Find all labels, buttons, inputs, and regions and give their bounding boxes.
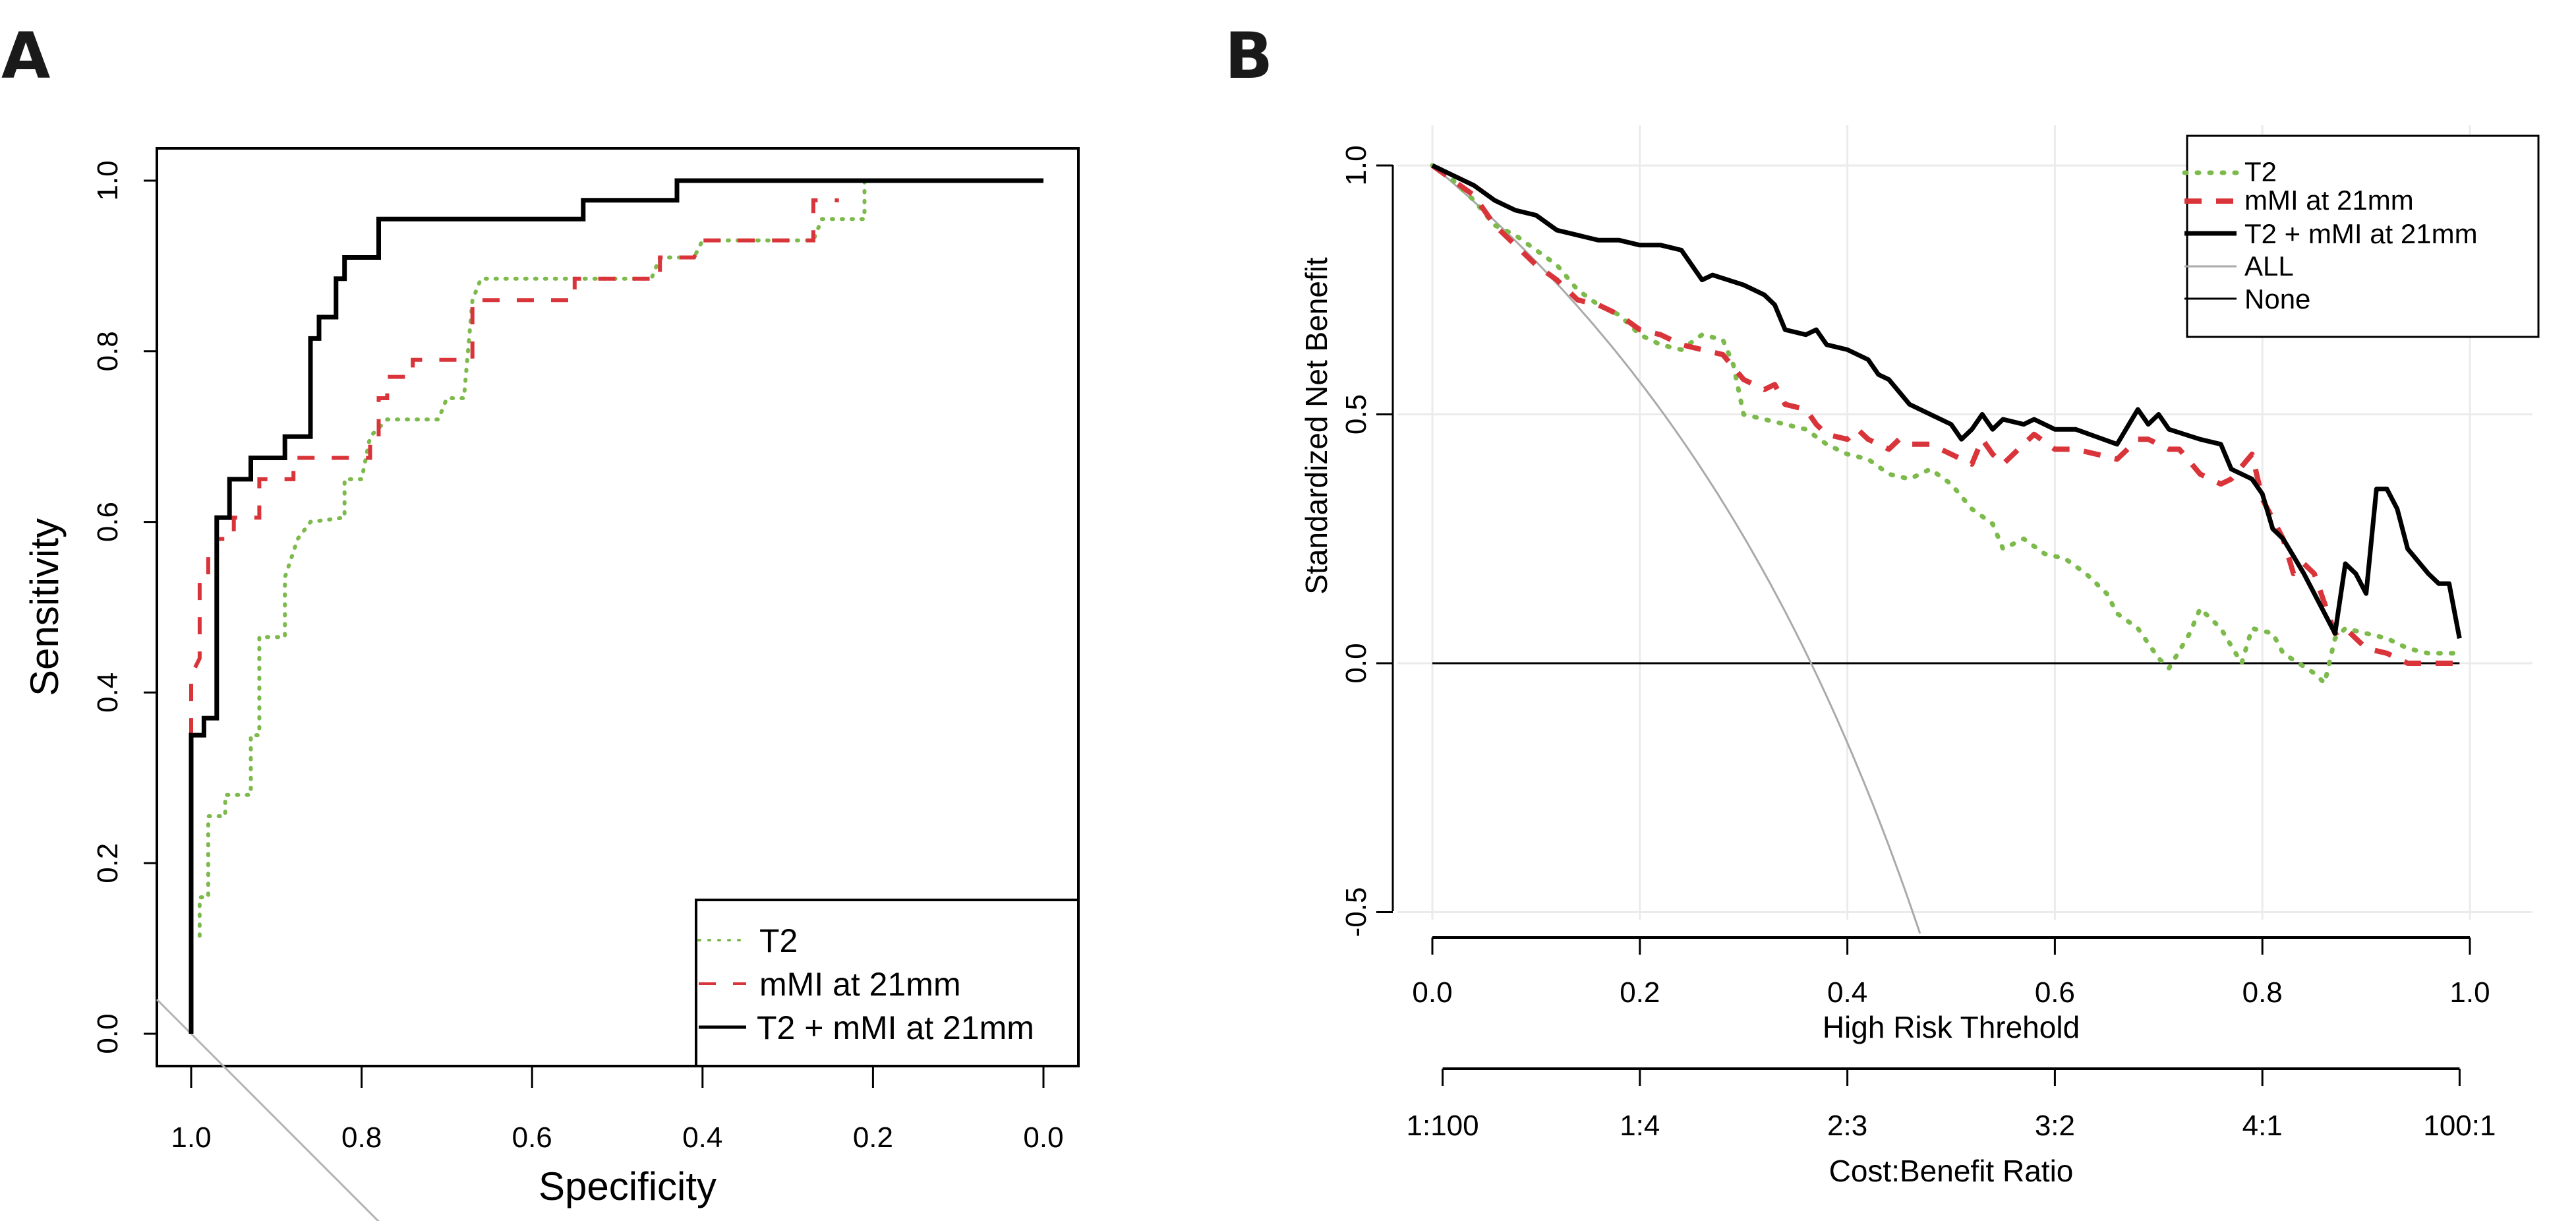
dca-x-tick-label: 0.6 — [2035, 976, 2075, 1009]
dca-cost-benefit-axis-title: Cost:Benefit Ratio — [1829, 1154, 2074, 1188]
dca-y-axis: -0.5 0.0 0.5 1.0 — [1340, 145, 1393, 937]
dca-x-tick-label: 0.4 — [1827, 976, 1867, 1009]
roc-x-axis: 1.0 0.8 0.6 0.4 0.2 0.0 — [171, 1066, 1064, 1154]
dca-cost-benefit-tick-label: 4:1 — [2242, 1110, 2283, 1142]
dca-legend-label-all: ALL — [2244, 251, 2294, 282]
roc-y-tick-label: 0.0 — [92, 1013, 124, 1054]
roc-x-tick-label: 1.0 — [171, 1121, 211, 1154]
dca-curve-combined — [1431, 163, 2462, 639]
dca-y-axis-title: Standardized Net Benefit — [1299, 257, 1333, 595]
dca-curve-t2 — [1430, 163, 2462, 686]
dca-curve-mmi — [1430, 163, 2460, 666]
dca-x-axis-title: High Risk Threhold — [1823, 1010, 2080, 1044]
roc-y-axis-title: Sensitivity — [22, 518, 67, 696]
dca-x-tick-label: 0.0 — [1412, 976, 1452, 1009]
roc-legend-label-combined: T2 + mMI at 21mm — [757, 1009, 1034, 1046]
roc-curve-mmi — [189, 198, 839, 736]
dca-legend-label-t2: T2 — [2244, 156, 2277, 187]
dca-y-tick-label: 0.5 — [1340, 394, 1372, 434]
dca-y-tick-label: -0.5 — [1340, 887, 1372, 938]
panel-letter-b: B — [1225, 19, 1273, 93]
roc-plot-frame — [156, 147, 1080, 1067]
dca-legend-box — [2186, 134, 2540, 338]
dca-cost-benefit-tick-label: 1:4 — [1620, 1110, 1660, 1142]
roc-legend-box — [695, 899, 1080, 1067]
roc-y-tick-label: 0.6 — [92, 502, 124, 542]
dca-legend-label-mmi: mMI at 21mm — [2244, 185, 2414, 216]
dca-panel: -0.50.00.51.0 0.0 0.2 0.4 0.6 0.8 1.0 1:100 1:… — [1299, 125, 2540, 1188]
dca-legend-label-combined: T2 + mMI at 21mm — [2244, 218, 2478, 249]
dca-x-tick-label: 0.2 — [1620, 976, 1660, 1009]
dca-cost-benefit-tick-label: 100:1 — [2423, 1110, 2496, 1142]
dca-cost-benefit-tick-label: 3:2 — [2035, 1110, 2075, 1142]
roc-y-tick-label: 0.4 — [92, 672, 124, 713]
roc-curve-t2 — [197, 179, 867, 938]
roc-x-tick-label: 0.2 — [853, 1121, 893, 1154]
roc-x-tick-label: 0.0 — [1023, 1121, 1063, 1154]
dca-cost-benefit-axis: 1:100 1:4 2:3 3:2 4:1 100:1 — [1407, 1067, 2496, 1142]
dca-x-tick-label: 1.0 — [2449, 976, 2490, 1009]
roc-legend-label-mmi: mMI at 21mm — [759, 966, 961, 1003]
roc-y-tick-label: 0.8 — [92, 331, 124, 371]
roc-legend-label-t2: T2 — [759, 922, 798, 959]
roc-x-tick-label: 0.6 — [512, 1121, 552, 1154]
dca-legend: T2 mMI at 21mm T2 + mMI at 21mm ALL None — [2182, 134, 2540, 338]
roc-legend: T2 mMI at 21mm T2 + mMI at 21mm — [695, 899, 1080, 1067]
roc-panel: 0.0 0.2 0.4 0.6 0.8 1.0 1.0 0.8 0.6 0.4 0.2 0.0 Se… — [22, 147, 1080, 1221]
roc-reference-diagonal — [156, 998, 380, 1221]
dca-cost-benefit-tick-label: 2:3 — [1827, 1110, 1867, 1142]
panel-letter-a: A — [1, 19, 50, 93]
dca-y-tick-label: 1.0 — [1340, 145, 1372, 185]
roc-y-tick-label: 1.0 — [92, 160, 124, 200]
dca-curve-all — [1432, 164, 1921, 934]
dca-x-axis: 0.0 0.2 0.4 0.6 0.8 1.0 — [1412, 936, 2490, 1009]
dca-x-tick-label: 0.8 — [2242, 976, 2283, 1009]
roc-curve-combined — [189, 178, 1043, 1034]
roc-y-axis: 0.0 0.2 0.4 0.6 0.8 1.0 — [92, 160, 157, 1054]
dca-legend-label-none: None — [2244, 283, 2310, 314]
roc-x-axis-title: Specificity — [539, 1164, 717, 1208]
roc-x-tick-label: 0.8 — [341, 1121, 382, 1154]
dca-series-group — [1430, 163, 2462, 934]
roc-series-group — [189, 178, 1043, 1034]
roc-x-tick-label: 0.4 — [682, 1121, 722, 1154]
roc-y-tick-label: 0.2 — [92, 843, 124, 883]
dca-cost-benefit-tick-label: 1:100 — [1407, 1110, 1479, 1142]
dca-y-tick-label: 0.0 — [1340, 643, 1372, 683]
